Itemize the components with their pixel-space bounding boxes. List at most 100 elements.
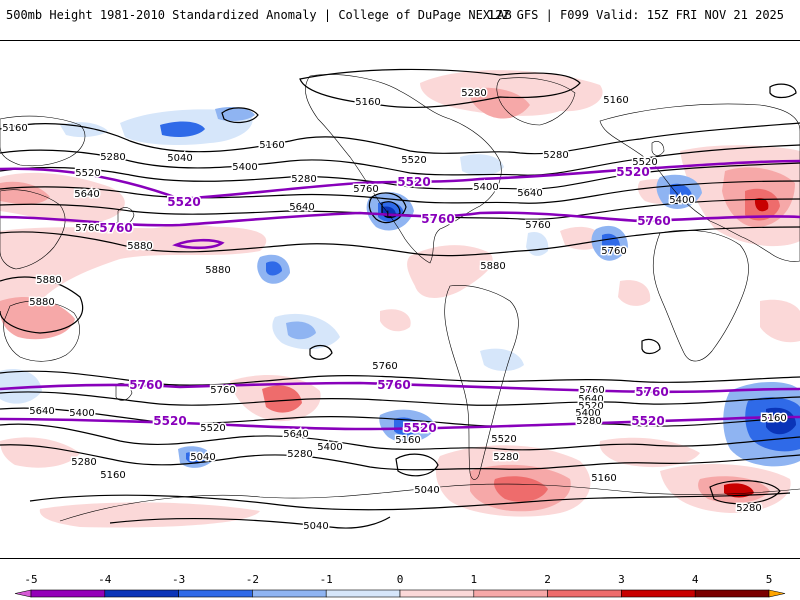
contour-5760-north bbox=[0, 211, 800, 227]
anomaly-negative bbox=[186, 451, 204, 464]
anomaly-negative bbox=[460, 154, 504, 176]
contour-label: 5880 bbox=[36, 275, 61, 286]
contour-label: 5280 bbox=[493, 452, 518, 463]
contour-line bbox=[0, 162, 800, 190]
colorbar-max-extend bbox=[768, 589, 786, 598]
contour-line bbox=[0, 423, 800, 451]
anomaly-negative bbox=[60, 122, 108, 138]
contour-line bbox=[0, 370, 800, 386]
highlight-label: 5520 bbox=[616, 165, 649, 179]
contour-label: 5280 bbox=[291, 174, 316, 185]
contour-label: 5280 bbox=[543, 150, 568, 161]
colorbar-swatch bbox=[547, 589, 622, 598]
contour-label: 5640 bbox=[283, 429, 308, 440]
coastline-east-asia bbox=[0, 189, 66, 270]
highlight-label: 5520 bbox=[153, 414, 186, 428]
contour-label: 5880 bbox=[29, 297, 54, 308]
contour-label: 5400 bbox=[317, 442, 342, 453]
highlight-label: 5760 bbox=[99, 221, 132, 235]
contour-label: 5520 bbox=[491, 434, 516, 445]
colorbar-tick-label: 4 bbox=[692, 573, 699, 586]
contour-line bbox=[769, 83, 797, 99]
highlight-label: 5760 bbox=[129, 378, 162, 392]
highlight-label: 5760 bbox=[421, 212, 454, 226]
anomaly-negative bbox=[0, 369, 42, 404]
anomaly-shading bbox=[0, 70, 800, 528]
contour-label: 5760 bbox=[353, 184, 378, 195]
anomaly-positive bbox=[39, 502, 260, 528]
contour-label: 5160 bbox=[355, 97, 380, 108]
map-canvas: 5160552052805640504051605400528051605280… bbox=[0, 68, 800, 534]
contour-line bbox=[0, 444, 800, 471]
anomaly-positive bbox=[494, 476, 548, 502]
contour-label: 5520 bbox=[401, 155, 426, 166]
anomaly-positive bbox=[760, 299, 800, 343]
anomaly-positive bbox=[262, 385, 302, 413]
contour-label: 5280 bbox=[461, 88, 486, 99]
colorbar-swatches bbox=[14, 589, 786, 598]
contour-label: 5160 bbox=[761, 413, 786, 424]
contour-label: 5760 bbox=[601, 246, 626, 257]
contour-5520-south bbox=[0, 415, 800, 431]
anomaly-positive bbox=[0, 437, 80, 468]
anomaly-negative bbox=[266, 261, 282, 276]
anomaly-map: 5160 5520 5280 5640 5040 5160 5400 5280 5160 5280… bbox=[0, 40, 800, 559]
contour-label: 5880 bbox=[127, 241, 152, 252]
contour-label: 5160 bbox=[2, 123, 27, 134]
contour-line bbox=[109, 516, 391, 529]
contour-label: 5040 bbox=[190, 452, 215, 463]
coastline-asia-west bbox=[0, 115, 86, 167]
contour-label: 5400 bbox=[669, 195, 694, 206]
anomaly-positive bbox=[754, 198, 769, 212]
contour-label: 5760 bbox=[210, 385, 235, 396]
colorbar-swatch bbox=[621, 589, 696, 598]
contour-label: 5400 bbox=[473, 182, 498, 193]
contour-label: 5040 bbox=[167, 153, 192, 164]
anomaly-negative bbox=[160, 121, 205, 137]
contour-label: 5760 bbox=[372, 361, 397, 372]
contour-line bbox=[368, 192, 407, 224]
anomaly-negative bbox=[670, 183, 692, 203]
anomaly-negative bbox=[526, 231, 549, 256]
height-contours bbox=[0, 68, 800, 529]
colorbar: -5 -4 -3 -2 -1 0 1 2 3 4 5 bbox=[14, 573, 786, 598]
contour-line bbox=[0, 180, 800, 204]
contour-label: 5280 bbox=[287, 449, 312, 460]
anomaly-positive bbox=[618, 280, 651, 306]
colorbar-swatch bbox=[178, 589, 253, 598]
highlight-label: 5520 bbox=[631, 414, 664, 428]
contour-5880-cell bbox=[172, 238, 225, 250]
contour-label: 5160 bbox=[591, 473, 616, 484]
contour-label: 5160 bbox=[259, 140, 284, 151]
colorbar-tick-label: 3 bbox=[618, 573, 625, 586]
chart-title: 500mb Height 1981-2010 Standardized Anom… bbox=[6, 8, 512, 22]
highlight-label: 5520 bbox=[397, 175, 430, 189]
colorbar-tick-label: 0 bbox=[397, 573, 404, 586]
contour-label: 5400 bbox=[575, 408, 600, 419]
colorbar-swatch bbox=[104, 589, 179, 598]
contour-label: 5520 bbox=[632, 157, 657, 168]
run-info: 12Z GFS | F099 Valid: 15Z FRI NOV 21 202… bbox=[487, 8, 784, 22]
colorbar-swatch bbox=[325, 589, 401, 598]
colorbar-tick-label: -2 bbox=[246, 573, 259, 586]
contour-label: 5400 bbox=[69, 408, 94, 419]
contour-label: 5880 bbox=[205, 265, 230, 276]
contour-line bbox=[0, 122, 800, 155]
contour-label: 5640 bbox=[289, 202, 314, 213]
anomaly-negative bbox=[480, 348, 524, 371]
contour-label: 5520 bbox=[75, 168, 100, 179]
contour-line bbox=[29, 492, 791, 511]
coastline-antarctica bbox=[59, 483, 800, 522]
coastline-south-america bbox=[444, 285, 519, 480]
contour-line bbox=[221, 107, 259, 124]
contour-label: 5280 bbox=[576, 416, 601, 427]
contour-label: 5040 bbox=[414, 485, 439, 496]
low-markers: L bbox=[386, 210, 391, 220]
contour-label: 5880 bbox=[480, 261, 505, 272]
highlight-contours bbox=[0, 159, 800, 431]
contour-line bbox=[299, 68, 581, 109]
contour-label: 5760 bbox=[75, 223, 100, 234]
colorbar-ticks: -5 -4 -3 -2 -1 0 1 2 3 4 5 bbox=[24, 573, 772, 586]
contour-line bbox=[0, 144, 800, 176]
contour-line bbox=[395, 453, 439, 477]
